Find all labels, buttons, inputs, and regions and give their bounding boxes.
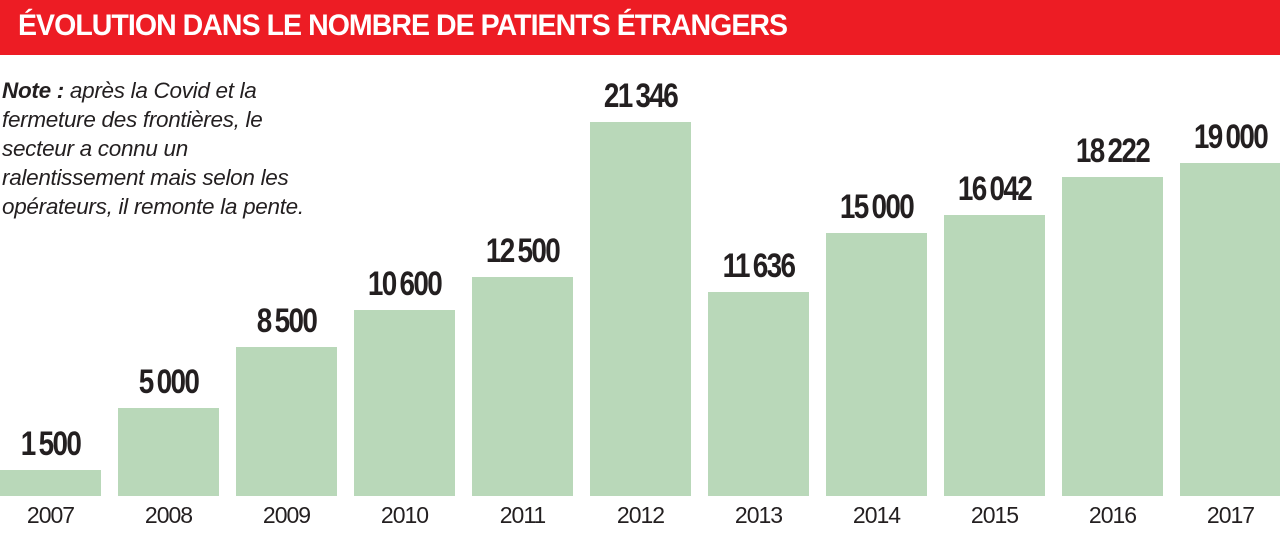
value-label: 16 042 <box>957 170 1033 208</box>
value-label: 21 346 <box>603 77 679 115</box>
year-label: 2014 <box>852 502 901 528</box>
bar-2012 <box>590 122 691 496</box>
value-label: 12 500 <box>485 232 561 270</box>
value-label: 1 500 <box>20 425 82 463</box>
value-label: 8 500 <box>256 302 318 340</box>
year-label: 2008 <box>144 502 193 528</box>
bar-2015 <box>944 215 1045 496</box>
value-label: 5 000 <box>138 363 200 401</box>
year-label: 2007 <box>26 502 75 528</box>
value-label: 19 000 <box>1193 118 1269 156</box>
value-label: 18 222 <box>1075 132 1151 170</box>
bar-2017 <box>1180 163 1280 496</box>
bar-2008 <box>118 408 219 496</box>
title-banner: ÉVOLUTION DANS LE NOMBRE DE PATIENTS ÉTR… <box>0 0 1280 55</box>
bar-2013 <box>708 292 809 496</box>
year-label: 2009 <box>262 502 311 528</box>
bar-2009 <box>236 347 337 496</box>
chart-title: ÉVOLUTION DANS LE NOMBRE DE PATIENTS ÉTR… <box>18 9 788 42</box>
year-label: 2011 <box>499 502 546 528</box>
bar-2014 <box>826 233 927 496</box>
value-label: 10 600 <box>367 265 443 303</box>
bar-2011 <box>472 277 573 496</box>
note-annotation: Note : après la Covid et la fermeture de… <box>2 76 332 221</box>
value-label: 15 000 <box>839 188 915 226</box>
bar-2007 <box>0 470 101 496</box>
year-label: 2015 <box>970 502 1019 528</box>
year-label: 2016 <box>1088 502 1137 528</box>
year-label: 2012 <box>616 502 665 528</box>
year-label: 2010 <box>380 502 429 528</box>
value-label: 11 636 <box>722 247 796 285</box>
bar-2016 <box>1062 177 1163 496</box>
bar-2010 <box>354 310 455 496</box>
year-label: 2017 <box>1206 502 1255 528</box>
note-label: Note : <box>2 78 64 103</box>
year-label: 2013 <box>734 502 783 528</box>
note-text: après la Covid et la fermeture des front… <box>2 78 304 219</box>
